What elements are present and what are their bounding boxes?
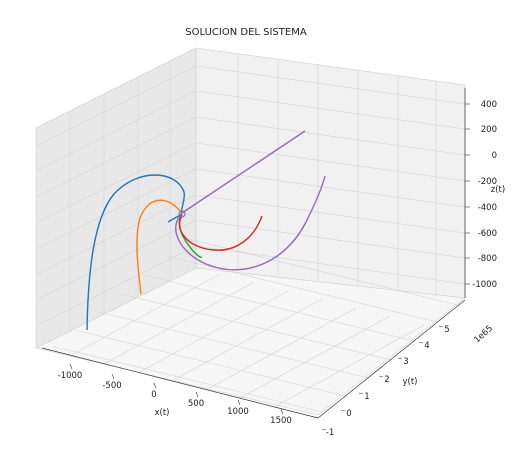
grid-line	[239, 315, 391, 399]
z-tick-label: -200	[478, 177, 497, 187]
x-tick-label: -1000	[58, 371, 83, 381]
y-tick-mark	[340, 409, 346, 412]
z-tick-label: -600	[478, 229, 497, 239]
y-tick-label: 5	[444, 325, 449, 335]
grid-line	[35, 90, 466, 172]
axes-panes	[35, 47, 466, 416]
z-tick-label: -800	[478, 254, 497, 264]
y-tick-mark	[378, 375, 384, 378]
chart-title: SOLUCION DEL SISTEMA	[185, 27, 307, 38]
series-line-1	[86, 174, 186, 331]
series-line-5	[175, 175, 326, 271]
series-line-4	[178, 215, 263, 251]
grid-line	[137, 290, 289, 374]
grid-line	[35, 194, 466, 276]
z-axis-label: z(t)	[491, 185, 505, 195]
y-tick-mark	[418, 341, 424, 344]
tick-labels: -1000 -500 0 500 1000 1500 -1 0 1 2 3 4 5 400 200 0 -200…	[58, 100, 497, 438]
tick-marks	[69, 103, 470, 431]
grid-line	[35, 142, 466, 224]
y-tick-mark	[397, 357, 403, 360]
grid-lines	[35, 54, 466, 413]
start-point-marker	[178, 210, 186, 218]
axis-lines	[41, 88, 466, 419]
grid-line	[35, 65, 466, 147]
y-tick-mark	[438, 325, 444, 328]
grid-line	[187, 238, 459, 306]
grid-line	[74, 329, 346, 397]
x-tick-mark	[111, 373, 115, 380]
x-tick-label: 500	[188, 399, 204, 409]
x-tick-label: 1000	[227, 407, 249, 417]
x-tick-mark	[280, 408, 284, 415]
grid-line	[273, 324, 425, 408]
grid-line	[51, 345, 323, 413]
y-tick-label: 2	[384, 375, 389, 385]
y-axis-line	[317, 299, 466, 419]
series-lines	[86, 130, 326, 331]
grid-line	[143, 274, 415, 342]
y-offset-label: 1e65	[472, 324, 495, 346]
y-tick-label: 1	[364, 392, 369, 402]
y-tick-mark	[358, 392, 364, 395]
grid-line	[35, 168, 466, 250]
series-line-5-diagonal	[181, 130, 306, 214]
y-tick-label: -1	[326, 428, 334, 438]
y-tick-mark	[321, 428, 327, 431]
grid-line	[35, 116, 466, 198]
x-axis-line	[41, 347, 319, 419]
x-tick-label: 0	[151, 390, 156, 400]
grid-line	[120, 293, 392, 361]
x-axis-label: x(t)	[155, 408, 170, 418]
x-tick-mark	[69, 363, 73, 370]
z-tick-label: 200	[481, 125, 497, 135]
y-tick-label: 4	[424, 341, 429, 351]
x-tick-mark	[237, 399, 241, 406]
x-tick-label: 1500	[270, 416, 292, 426]
grid-line	[205, 307, 357, 391]
back-right-pane	[195, 47, 466, 299]
y-tick-label: 0	[346, 409, 351, 419]
x-tick-label: -500	[102, 381, 121, 391]
y-tick-label: 3	[403, 357, 408, 367]
z-tick-label: 400	[481, 100, 497, 110]
series-line-2	[136, 199, 183, 295]
grid-line	[166, 255, 438, 323]
grid-line	[97, 311, 369, 379]
z-tick-label: -400	[478, 203, 497, 213]
z-tick-label: -1000	[472, 280, 497, 290]
z-tick-label: 0	[492, 151, 497, 161]
x-tick-mark	[153, 382, 157, 389]
x-tick-mark	[195, 391, 199, 398]
y-axis-label: y(t)	[403, 377, 418, 387]
